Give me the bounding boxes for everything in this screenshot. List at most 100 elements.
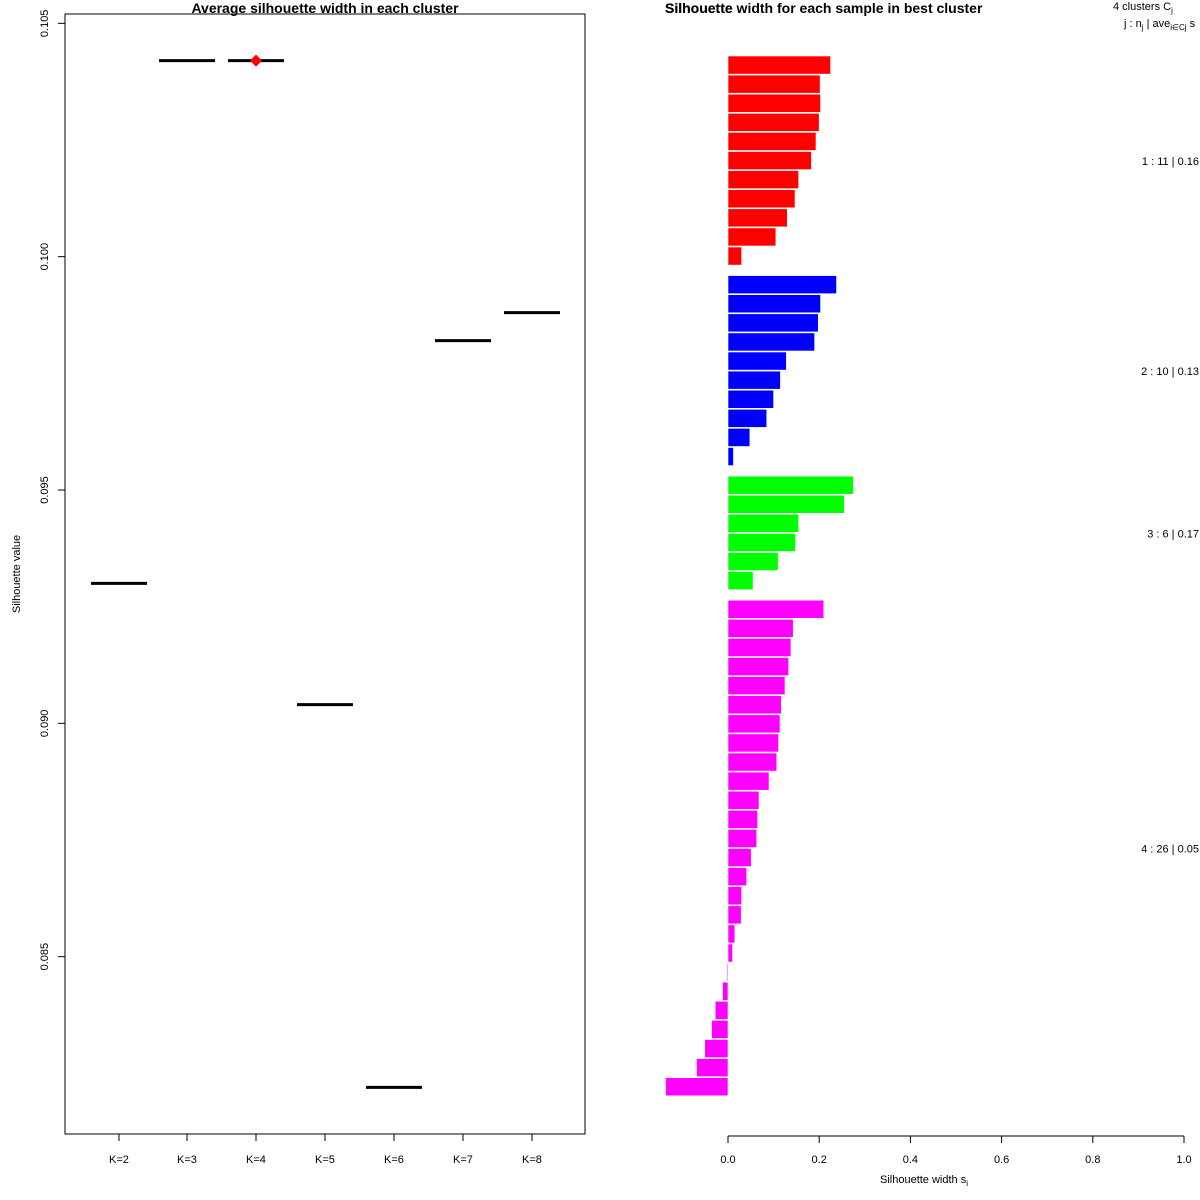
right-overlap-title: Silhouette [665,0,733,16]
silhouette-bar [727,924,736,944]
right-x-tick-label: 0.6 [994,1154,1009,1166]
left-y-tick-label: 0.105 [39,10,51,38]
silhouette-bar [727,599,825,619]
best-k-diamond-marker [250,54,262,67]
left-y-tick-label: 0.090 [39,710,51,738]
silhouette-bar [727,657,789,676]
left-x-tick-label: K=5 [315,1154,335,1166]
left-y-axis: 0.085 0.090 0.095 0.100 0.105 [39,10,65,971]
left-x-tick-label: K=2 [109,1154,129,1166]
silhouette-bar [727,733,779,753]
silhouette-bar [727,552,779,571]
cluster-header-line2: j : nj | avei∈Cj s [1123,18,1196,32]
silhouette-bar [727,428,751,447]
silhouette-bar [727,74,821,94]
silhouette-bar [704,1039,729,1058]
silhouette-bar [727,246,742,266]
left-x-tick-label: K=6 [384,1154,404,1166]
cluster-label: 1 : 11 | 0.16 [1142,156,1199,168]
silhouette-bar [696,1058,729,1077]
right-chart-title: Silhouette width for each sample in best… [665,0,983,16]
silhouette-bar [727,55,831,75]
silhouette-bar [727,132,817,151]
silhouette-bar [727,905,742,925]
left-marks [91,54,560,1089]
header-line2-c: s [1187,18,1196,30]
left-y-axis-label: Silhouette value [11,535,23,613]
header-line1-sub: j [1170,6,1173,15]
left-x-axis: K=2 K=3 K=4 K=5 K=6 K=7 K=8 [109,1134,542,1166]
right-x-axis-label-sub: i [966,1179,968,1188]
silhouette-bar [727,93,821,113]
silhouette-bar [727,886,742,906]
silhouette-bar [727,676,786,695]
right-x-tick-label: 1.0 [1176,1154,1191,1166]
silhouette-bar [665,1077,729,1097]
silhouette-bar [727,790,760,810]
silhouette-bar [727,294,821,314]
silhouette-bar [727,771,770,791]
silhouette-bar [727,275,837,295]
right-x-tick-label: 0.4 [903,1154,918,1166]
header-line2-b-sub: i∈Cj [1170,23,1187,32]
silhouette-bar [727,332,815,352]
cluster-label: 2 : 10 | 0.13 [1141,366,1199,378]
silhouette-bar [727,848,752,867]
silhouette-bar [714,1000,729,1020]
silhouette-bar [727,227,777,247]
silhouette-bar [727,494,845,514]
silhouette-bar [722,981,729,1001]
header-line2-a: j : n [1123,18,1142,30]
silhouette-bar [727,714,781,734]
silhouette-bar [727,943,733,963]
left-chart-title: Average silhouette width in each cluster [191,0,459,16]
cluster-label: 4 : 26 | 0.05 [1141,844,1199,856]
silhouette-bar [727,513,799,533]
left-y-tick-label: 0.085 [39,943,51,971]
silhouette-bar [727,189,796,209]
right-bars [665,55,854,1097]
left-plot-frame [64,13,586,1135]
silhouette-bar [727,809,758,829]
right-x-axis-label: Silhouette width si [880,1174,968,1188]
silhouette-bar [727,829,758,848]
silhouette-bar [727,447,734,466]
silhouette-bar [727,408,768,428]
silhouette-bar [727,170,799,190]
silhouette-bar [727,752,778,772]
left-x-tick-label: K=8 [522,1154,542,1166]
right-x-tick-label: 0.8 [1085,1154,1100,1166]
silhouette-bar [727,695,782,715]
header-line2-a-sub: j [1141,23,1144,32]
left-y-tick-label: 0.100 [39,243,51,271]
header-line2-b: | ave [1144,18,1171,30]
silhouette-bar [711,1020,729,1039]
cluster-header-line1: 4 clusters Cj [1113,1,1173,15]
right-x-axis: 0.0 0.2 0.4 0.6 0.8 1.0 [720,1135,1192,1166]
right-x-axis-label-main: Silhouette width s [880,1174,967,1186]
silhouette-bar [727,618,794,638]
silhouette-bar [727,389,774,409]
header-line1-main: 4 clusters C [1113,1,1171,13]
left-x-tick-label: K=4 [246,1154,266,1166]
silhouette-bar [727,313,819,333]
silhouette-bar [727,151,812,170]
left-x-tick-label: K=7 [453,1154,473,1166]
left-x-tick-label: K=3 [177,1154,197,1166]
cluster-label: 3 : 6 | 0.17 [1147,528,1199,540]
silhouette-bar [726,962,729,982]
right-x-tick-label: 0.2 [812,1154,827,1166]
silhouette-bar [727,351,787,371]
silhouette-bar [727,533,796,552]
right-x-tick-label: 0.0 [720,1154,735,1166]
cluster-labels: 1 : 11 | 0.16 2 : 10 | 0.13 3 : 6 | 0.17 4 … [1141,156,1199,855]
silhouette-bar [727,208,788,228]
silhouette-bar [727,571,754,590]
silhouette-bar [727,475,854,495]
silhouette-bar [727,113,820,132]
silhouette-bar [727,370,781,390]
silhouette-bar [727,638,792,657]
silhouette-bar [727,867,747,886]
left-y-tick-label: 0.095 [39,476,51,504]
